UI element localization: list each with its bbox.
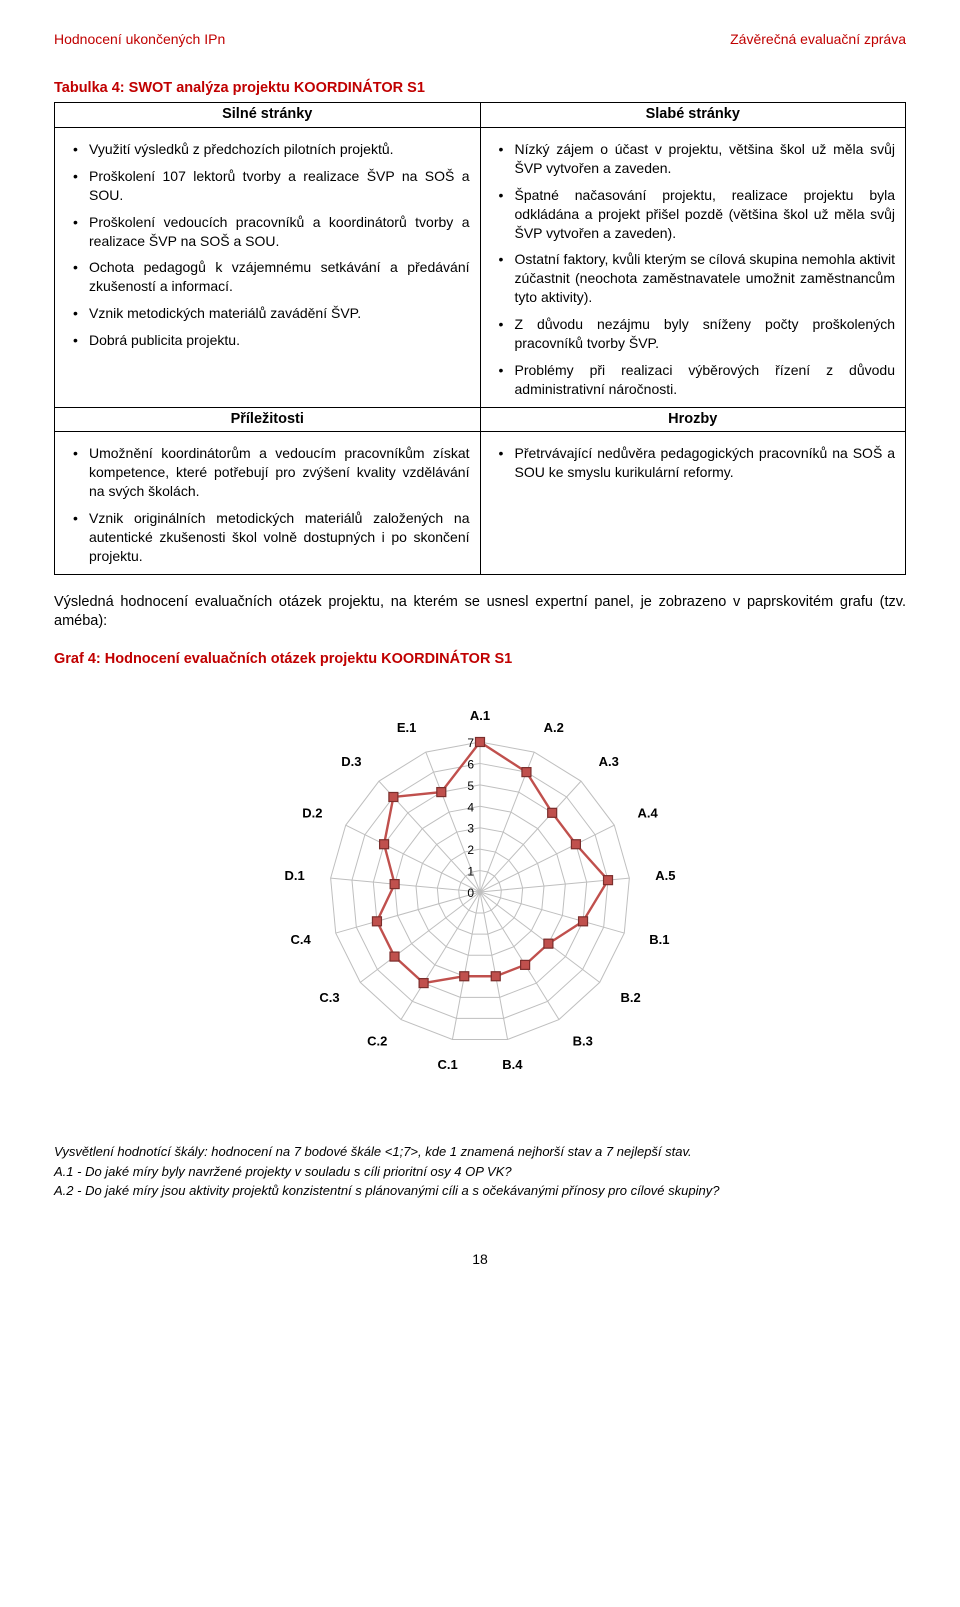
svg-text:6: 6 (467, 758, 474, 772)
svg-text:D.1: D.1 (285, 868, 305, 883)
swot-cell-weaknesses: Nízký zájem o účast v projektu, většina … (480, 128, 906, 408)
svg-text:5: 5 (467, 779, 474, 793)
svg-text:1: 1 (467, 865, 474, 879)
svg-text:A.4: A.4 (638, 806, 659, 821)
svg-text:7: 7 (467, 736, 474, 750)
footnote-a1: A.1 - Do jaké míry byly navržené projekt… (54, 1163, 906, 1181)
radar-chart-wrap: 0 1 2 3 4 5 6 7 A.1 A.2 A.3 A.4 A.5 B.1 B.2 B.3 B.4 C.1 C.… (54, 673, 906, 1123)
list-item: Špatné načasování projektu, realizace pr… (491, 186, 896, 243)
table-caption: Tabulka 4: SWOT analýza projektu KOORDIN… (54, 79, 906, 99)
list-item: Umožnění koordinátorům a vedoucím pracov… (65, 444, 470, 501)
list-item: Přetrvávající nedůvěra pedagogických pra… (491, 444, 896, 482)
svg-text:C.3: C.3 (319, 990, 339, 1005)
list-item: Vznik metodických materiálů zavádění ŠVP… (65, 304, 470, 323)
svg-text:D.3: D.3 (341, 754, 361, 769)
swot-table: Silné stránky Slabé stránky Využití výsl… (54, 102, 906, 574)
list-item: Ostatní faktory, kvůli kterým se cílová … (491, 250, 896, 307)
svg-text:0: 0 (467, 886, 474, 900)
svg-text:D.2: D.2 (302, 806, 322, 821)
svg-text:B.4: B.4 (502, 1057, 523, 1072)
list-item: Využití výsledků z předchozích pilotních… (65, 140, 470, 159)
swot-header-opportunities: Příležitosti (55, 407, 481, 432)
header-right: Závěrečná evaluační zpráva (730, 30, 906, 49)
svg-text:A.5: A.5 (655, 868, 675, 883)
opportunities-list: Umožnění koordinátorům a vedoucím pracov… (65, 444, 470, 565)
chart-caption: Graf 4: Hodnocení evaluačních otázek pro… (54, 650, 906, 670)
list-item: Proškolení vedoucích pracovníků a koordi… (65, 213, 470, 251)
weaknesses-list: Nízký zájem o účast v projektu, většina … (491, 140, 896, 399)
radar-chart: 0 1 2 3 4 5 6 7 A.1 A.2 A.3 A.4 A.5 B.1 B.2 B.3 B.4 C.1 C.… (220, 673, 740, 1123)
svg-text:A.3: A.3 (599, 754, 619, 769)
svg-text:E.1: E.1 (397, 720, 417, 735)
swot-cell-threats: Přetrvávající nedůvěra pedagogických pra… (480, 432, 906, 574)
svg-text:B.3: B.3 (573, 1034, 593, 1049)
list-item: Problémy při realizaci výběrových řízení… (491, 361, 896, 399)
header-left: Hodnocení ukončených IPn (54, 30, 225, 49)
list-item: Vznik originálních metodických materiálů… (65, 509, 470, 566)
swot-cell-strengths: Využití výsledků z předchozích pilotních… (55, 128, 481, 408)
strengths-list: Využití výsledků z předchozích pilotních… (65, 140, 470, 350)
swot-cell-opportunities: Umožnění koordinátorům a vedoucím pracov… (55, 432, 481, 574)
svg-text:B.2: B.2 (620, 990, 640, 1005)
list-item: Nízký zájem o účast v projektu, většina … (491, 140, 896, 178)
footnote-a2: A.2 - Do jaké míry jsou aktivity projekt… (54, 1182, 906, 1200)
svg-text:4: 4 (467, 801, 474, 815)
list-item: Z důvodu nezájmu byly sníženy počty proš… (491, 315, 896, 353)
svg-text:B.1: B.1 (649, 932, 669, 947)
svg-text:C.1: C.1 (438, 1057, 458, 1072)
page-header: Hodnocení ukončených IPn Závěrečná evalu… (54, 30, 906, 49)
footnote-scale: Vysvětlení hodnotící škály: hodnocení na… (54, 1143, 906, 1161)
svg-text:C.4: C.4 (290, 932, 311, 947)
svg-text:A.2: A.2 (544, 720, 564, 735)
swot-header-weaknesses: Slabé stránky (480, 103, 906, 128)
svg-text:2: 2 (467, 843, 474, 857)
list-item: Dobrá publicita projektu. (65, 331, 470, 350)
svg-text:3: 3 (467, 822, 474, 836)
list-item: Ochota pedagogů k vzájemnému setkávání a… (65, 258, 470, 296)
intro-paragraph: Výsledná hodnocení evaluačních otázek pr… (54, 593, 906, 632)
svg-text:C.2: C.2 (367, 1034, 387, 1049)
svg-text:A.1: A.1 (470, 708, 490, 723)
swot-header-threats: Hrozby (480, 407, 906, 432)
threats-list: Přetrvávající nedůvěra pedagogických pra… (491, 444, 896, 482)
swot-header-strengths: Silné stránky (55, 103, 481, 128)
list-item: Proškolení 107 lektorů tvorby a realizac… (65, 167, 470, 205)
page-number: 18 (54, 1250, 906, 1269)
